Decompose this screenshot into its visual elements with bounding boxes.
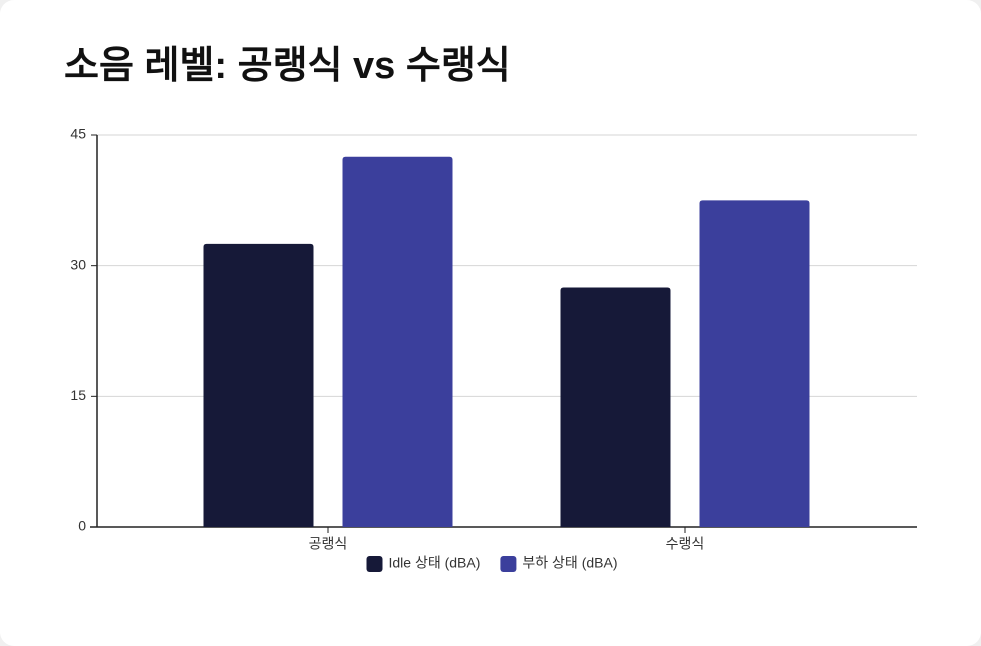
bar (699, 200, 810, 528)
x-tick-label: 공랭식 (309, 536, 348, 552)
y-tick-label: 15 (70, 387, 86, 403)
bar (342, 156, 453, 527)
legend-label: Idle 상태 (dBA) (389, 555, 481, 571)
legend-label: 부하 상태 (dBA) (522, 555, 617, 571)
bar (560, 287, 671, 527)
y-tick-label: 0 (78, 518, 86, 534)
legend-swatch (500, 556, 517, 572)
y-tick-label: 45 (70, 126, 86, 142)
bar (203, 243, 314, 527)
chart-title: 소음 레벨: 공랭식 vs 수랭식 (64, 45, 511, 87)
y-tick-label: 30 (70, 256, 86, 272)
x-tick-label: 수랭식 (666, 536, 705, 552)
legend-swatch (366, 556, 383, 572)
